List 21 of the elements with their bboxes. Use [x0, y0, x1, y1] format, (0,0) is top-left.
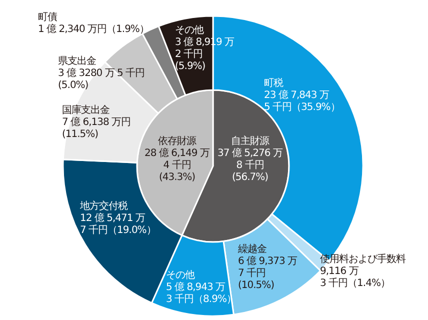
slice-label: 依存財源: [158, 135, 196, 147]
slice-label: 地方交付税: [79, 200, 128, 212]
data-label: 23 億 7,843 万 5 千円（35.9%）: [264, 89, 340, 113]
data-label: 9,116 万 3 千円（1.4%）: [320, 266, 390, 289]
data-label: 28 億 6,149 万 4 千円 (43.3%): [144, 147, 210, 183]
slice-label: その他: [175, 24, 204, 36]
slice-label: 自主財源: [231, 135, 270, 147]
slice-label: 町税: [264, 77, 284, 89]
data-label: 1 億 2,340 万円（1.9%）: [38, 23, 149, 35]
slice-label: その他: [166, 269, 195, 281]
data-label: 5 億 8,943 万 3 千円（8.9%）: [166, 281, 236, 305]
slice-label: 町債: [38, 11, 58, 23]
data-label: 6 億 9,373 万 7 千円 (10.5%): [238, 255, 298, 291]
slice-label: 繰越金: [237, 243, 267, 255]
data-label: 12 億 5,471 万 7 千円（19.0%）: [80, 212, 156, 236]
slice-label: 県支出金: [58, 55, 96, 67]
slice-label: 使用料および手数料: [320, 253, 406, 265]
data-label: 3 億 3280 万 5 千円 (5.0%): [58, 67, 145, 91]
data-label: 7 億 6,138 万円 (11.5%): [62, 116, 131, 140]
data-label: 37 億 5,276 万 8 千円 (56.7%): [218, 147, 283, 183]
slice-label: 国庫支出金: [62, 104, 110, 116]
